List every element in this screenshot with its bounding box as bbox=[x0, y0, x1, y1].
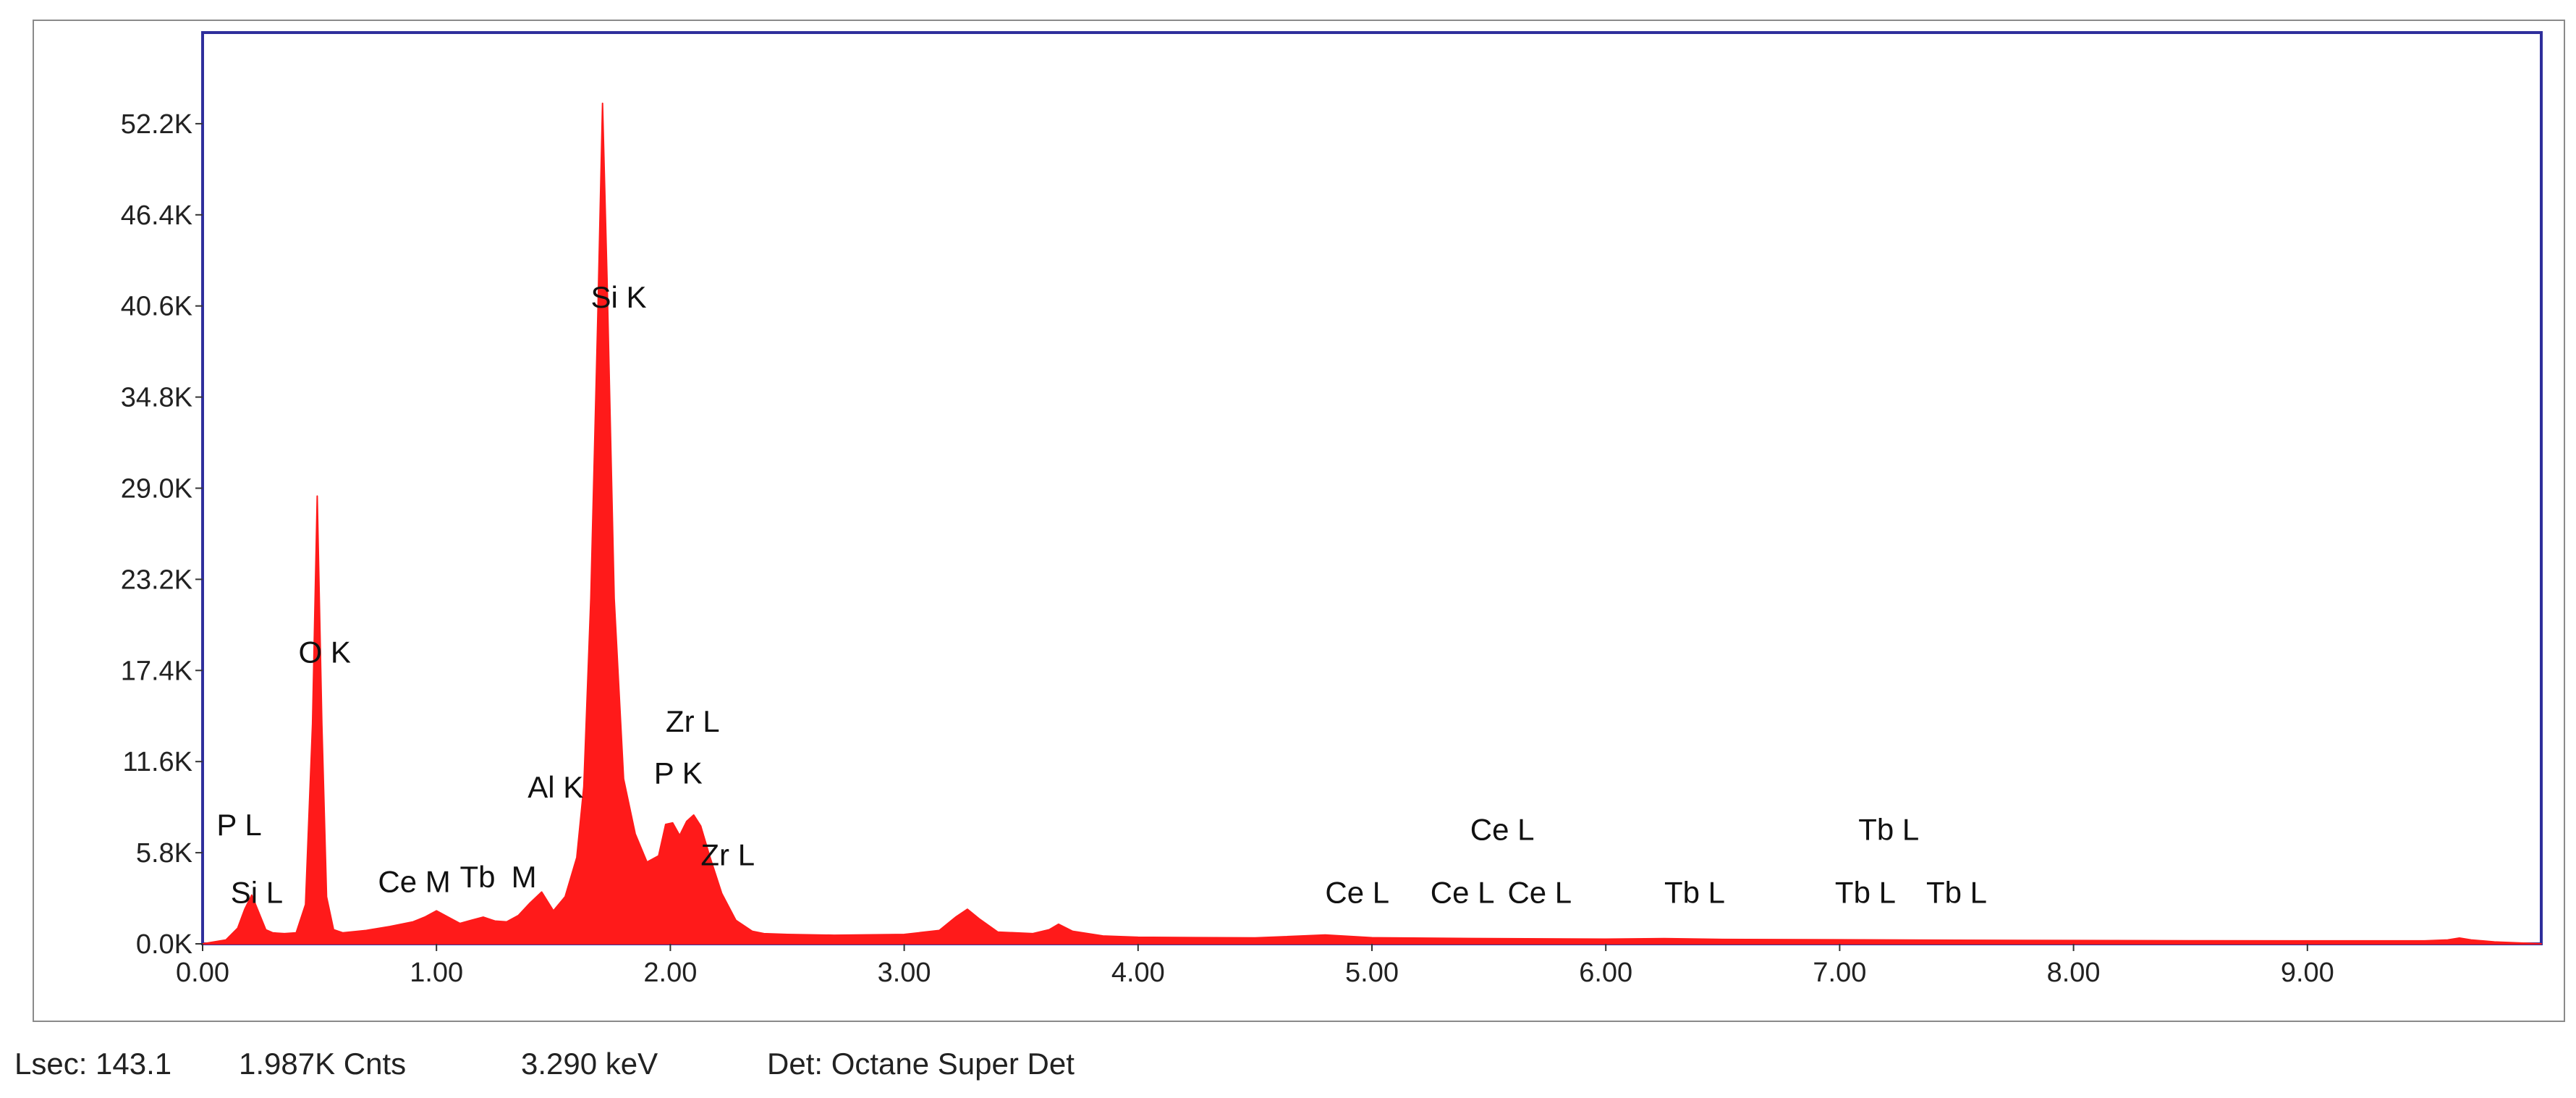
x-tick-label: 5.00 bbox=[1345, 958, 1399, 988]
peak-label: Tb bbox=[460, 860, 496, 894]
y-tick-label: 5.8K bbox=[136, 838, 192, 869]
peak-label: P K bbox=[654, 756, 703, 790]
spectrum-series-0 bbox=[202, 102, 2542, 945]
y-tick-label: 52.2K bbox=[121, 109, 192, 140]
y-tick-label: 34.8K bbox=[121, 383, 192, 413]
peak-label: Ce M bbox=[378, 864, 450, 898]
x-tick-label: 8.00 bbox=[2047, 958, 2101, 988]
x-tick-label: 4.00 bbox=[1111, 958, 1165, 988]
x-tick-label: 1.00 bbox=[410, 958, 463, 988]
peak-label: M bbox=[512, 860, 537, 894]
x-tick-label: 2.00 bbox=[643, 958, 697, 988]
spectrum-layer bbox=[202, 102, 2542, 945]
peak-label: Al K bbox=[528, 770, 583, 804]
peak-label: P L bbox=[216, 808, 261, 842]
peak-label: Ce L bbox=[1507, 876, 1572, 910]
detector-readout: Det: Octane Super Det bbox=[767, 1047, 1075, 1081]
counts-readout: 1.987K Cnts bbox=[239, 1047, 407, 1081]
y-tick-label: 23.2K bbox=[121, 565, 192, 595]
y-tick-label: 29.0K bbox=[121, 474, 192, 504]
x-tick-label: 3.00 bbox=[878, 958, 931, 988]
peak-label: Tb L bbox=[1664, 876, 1725, 910]
chart-frame bbox=[33, 20, 2565, 1022]
peak-label: Ce L bbox=[1470, 813, 1535, 847]
x-tick-label: 7.00 bbox=[1813, 958, 1866, 988]
peak-label: Ce L bbox=[1431, 876, 1495, 910]
eds-spectrum-chart: 0.0K 5.8K 11.6K 17.4K 23.2K 29.0K 34.8K 40.6K 46… bbox=[121, 31, 2543, 988]
y-tick-label: 0.0K bbox=[136, 929, 192, 960]
peak-label: O K bbox=[299, 635, 351, 669]
energy-readout: 3.290 keV bbox=[521, 1047, 658, 1081]
axes-layer: 0.0K 5.8K 11.6K 17.4K 23.2K 29.0K 34.8K 40.6K 46… bbox=[121, 109, 2334, 988]
x-tick-label: 9.00 bbox=[2281, 958, 2334, 988]
status-bar: Lsec: 143.1 1.987K Cnts 3.290 keV Det: O… bbox=[14, 1042, 1075, 1086]
peak-label: Tb L bbox=[1835, 876, 1896, 910]
plot-area-border bbox=[201, 31, 2543, 945]
peak-label: Si K bbox=[591, 280, 647, 314]
live-seconds: Lsec: 143.1 bbox=[14, 1047, 172, 1081]
x-tick-label: 0.00 bbox=[176, 958, 229, 988]
peak-label: Tb L bbox=[1926, 876, 1987, 910]
y-tick-label: 17.4K bbox=[121, 656, 192, 686]
peak-labels-layer: P L Si L O K Ce M Tb M Al K Si K Zr L P K Zr L Ce L… bbox=[216, 280, 1987, 910]
y-tick-label: 11.6K bbox=[123, 747, 192, 777]
peak-label: Si L bbox=[231, 876, 283, 910]
peak-label: Zr L bbox=[666, 704, 720, 738]
peak-label: Tb L bbox=[1858, 813, 1919, 847]
y-tick-label: 40.6K bbox=[121, 292, 192, 322]
x-tick-label: 6.00 bbox=[1579, 958, 1632, 988]
peak-label: Ce L bbox=[1325, 876, 1389, 910]
y-tick-label: 46.4K bbox=[121, 200, 192, 231]
peak-label: Zr L bbox=[700, 837, 755, 871]
